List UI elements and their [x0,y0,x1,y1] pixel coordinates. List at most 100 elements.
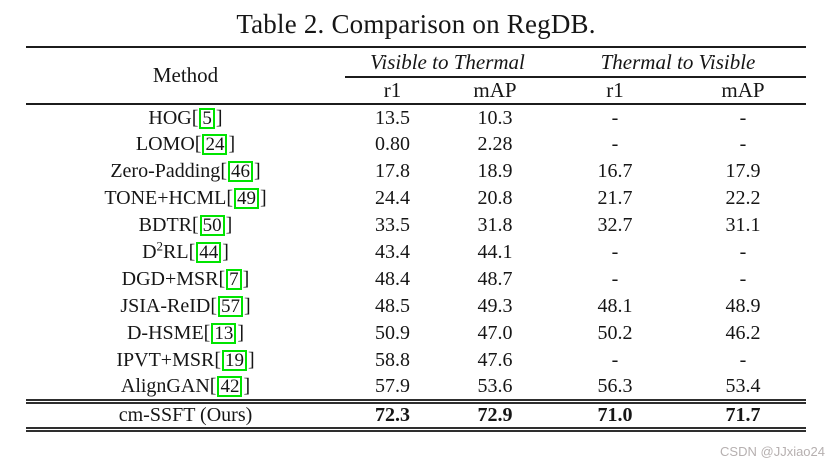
t2v-r1-cell: 56.3 [597,374,633,397]
citation-bracket-open: [ [209,374,217,397]
method-cell: TONE+HCML[49] [26,185,345,212]
method-name: Zero-Padding [110,160,221,182]
method-cell: D2RL[44] [26,239,345,266]
citation-number[interactable]: 44 [196,242,222,263]
table-body: HOG[5] 13.5 10.3 - - LOMO[24] 0.80 2.28 … [26,104,806,432]
citation-number[interactable]: 49 [234,188,260,209]
v2t-r1-cell: 58.8 [375,349,410,371]
citation-bracket-open: [ [226,187,234,209]
v2t-r1-cell: 13.5 [375,106,410,129]
v2t-r1-cell: 48.5 [375,295,410,317]
citation-bracket-open: [ [188,241,196,263]
v2t-r1-cell: 72.3 [345,398,440,432]
citation[interactable]: [46] [220,160,261,182]
citation[interactable]: [42] [210,375,250,397]
method-name: D [142,241,157,263]
t2v-r1-cell: - [611,349,619,371]
citation-bracket-open: [ [210,295,217,317]
citation[interactable]: [7] [219,268,250,290]
method-name: BDTR [138,214,192,236]
method-name: HOG [148,106,192,129]
t2v-r1-cell: 21.7 [597,187,633,209]
citation[interactable]: [19] [214,349,255,371]
citation-bracket-close: ] [247,349,255,371]
table-caption: Table 2. Comparison on RegDB. [236,9,596,39]
table-row: JSIA-ReID[57] 48.5 49.3 48.1 48.9 [26,293,806,320]
method-superscript: 2 [156,238,164,254]
subheader-v2t-r1: r1 [345,77,440,105]
v2t-map-cell: 44.1 [477,241,513,263]
v2t-r1-cell: 33.5 [375,214,410,236]
v2t-map-cell: 31.8 [477,214,513,236]
group-header-row: Method Visible to Thermal Thermal to Vis… [26,46,806,105]
citation[interactable]: [5] [192,107,223,129]
citation-number[interactable]: 50 [199,215,225,236]
method-name: JSIA-ReID [120,295,211,317]
t2v-map-cell: 53.4 [725,374,761,397]
citation[interactable]: [49] [226,187,267,209]
citation-bracket-open: [ [191,106,199,129]
t2v-r1-cell: 32.7 [597,214,633,236]
subheader-v2t-map: mAP [440,77,550,105]
citation-bracket-close: ] [253,160,261,182]
method-cell: JSIA-ReID[57] [26,293,345,320]
citation-number[interactable]: 19 [221,350,247,371]
table-row: Zero-Padding[46] 17.8 18.9 16.7 17.9 [26,158,806,185]
v2t-map-cell: 49.3 [477,295,513,317]
citation-bracket-close: ] [242,268,250,290]
citation[interactable]: [50] [192,214,232,236]
method-name: cm-SSFT (Ours) [118,403,253,426]
table-row: D-HSME[13] 50.9 47.0 50.2 46.2 [26,320,806,347]
t2v-r1-cell: 16.7 [597,160,633,182]
table-row: IPVT+MSR[19] 58.8 47.6 - - [26,347,806,374]
t2v-map-cell: - [739,241,747,263]
v2t-r1-cell: 48.4 [375,268,410,290]
citation-number[interactable]: 7 [226,269,242,290]
citation-number[interactable]: 5 [199,107,215,129]
method-cell: IPVT+MSR[19] [26,347,345,374]
v2t-r1-cell: 24.4 [375,187,410,209]
t2v-map-cell: - [739,268,747,290]
citation-number[interactable]: 24 [202,134,228,155]
table-row: HOG[5] 13.5 10.3 - - [26,104,806,131]
citation-bracket-open: [ [203,322,211,344]
v2t-r1-cell: 17.8 [375,160,410,182]
v2t-r1-cell: 50.9 [375,322,410,344]
t2v-r1-cell: - [611,268,619,290]
subheader-t2v-map: mAP [680,77,806,105]
v2t-map-cell: 18.9 [477,160,513,182]
v2t-map-cell: 10.3 [477,106,513,129]
t2v-map-cell: - [739,133,747,155]
method-name: TONE+HCML [104,187,227,209]
citation[interactable]: [13] [204,322,244,344]
table-row: cm-SSFT (Ours) 72.3 72.9 71.0 71.7 [26,398,806,432]
citation[interactable]: [57] [210,295,251,317]
citation[interactable]: [24] [195,133,235,155]
v2t-r1-cell: 43.4 [375,241,410,263]
citation-number[interactable]: 57 [218,296,243,317]
group-header-visible-to-thermal: Visible to Thermal [345,46,550,78]
t2v-r1-cell: 50.2 [597,322,633,344]
citation-number[interactable]: 46 [227,161,253,182]
t2v-map-cell: - [739,349,747,371]
t2v-map-cell: 17.9 [725,160,761,182]
t2v-map-cell: - [739,106,747,129]
method-cell: HOG[5] [26,104,345,131]
table-row: LOMO[24] 0.80 2.28 - - [26,131,806,158]
table-row: DGD+MSR[7] 48.4 48.7 - - [26,266,806,293]
t2v-map-cell: 22.2 [725,187,761,209]
t2v-map-cell: 31.1 [725,214,761,236]
method-cell: cm-SSFT (Ours) [26,398,345,432]
v2t-map-cell: 48.7 [477,268,513,290]
citation-bracket-close: ] [215,106,223,129]
t2v-map-cell: 48.9 [725,295,761,317]
citation-bracket-close: ] [244,295,251,317]
citation[interactable]: [44] [189,241,229,263]
v2t-map-cell: 72.9 [440,398,550,432]
citation-number[interactable]: 13 [211,323,237,344]
t2v-r1-cell: - [611,106,619,129]
method-name: D-HSME [126,322,204,344]
watermark: CSDN @JJxiao24 [720,444,825,459]
method-cell: BDTR[50] [26,212,345,239]
citation-number[interactable]: 42 [217,375,243,397]
